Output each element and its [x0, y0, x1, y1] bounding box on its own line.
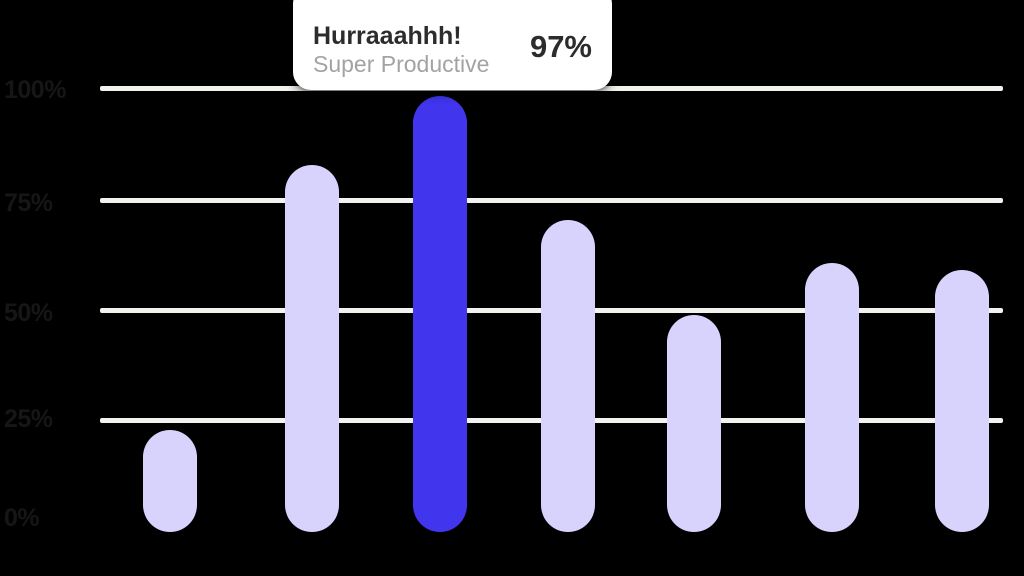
y-axis-tick-0: 0%: [4, 504, 40, 532]
tooltip-subtitle: Super Productive: [313, 51, 490, 78]
y-axis-tick-50: 50%: [4, 299, 53, 327]
bar-6[interactable]: [805, 263, 859, 532]
y-axis-tick-75: 75%: [4, 189, 53, 217]
bar-tooltip[interactable]: Hurraaahhh! Super Productive 97%: [293, 0, 612, 90]
bar-4[interactable]: [541, 220, 595, 532]
y-axis-tick-100: 100%: [4, 76, 66, 104]
bar-3-selected[interactable]: [413, 96, 467, 532]
bar-1[interactable]: [143, 430, 197, 532]
bar-5[interactable]: [667, 315, 721, 532]
gridline-75: [100, 198, 1003, 203]
bar-7[interactable]: [935, 270, 989, 532]
tooltip-value: 97%: [529, 29, 592, 64]
y-axis-tick-25: 25%: [4, 405, 53, 433]
tooltip-text-group: Hurraaahhh! Super Productive: [313, 22, 520, 78]
bar-2[interactable]: [285, 165, 339, 532]
tooltip-title: Hurraaahhh!: [313, 22, 462, 51]
